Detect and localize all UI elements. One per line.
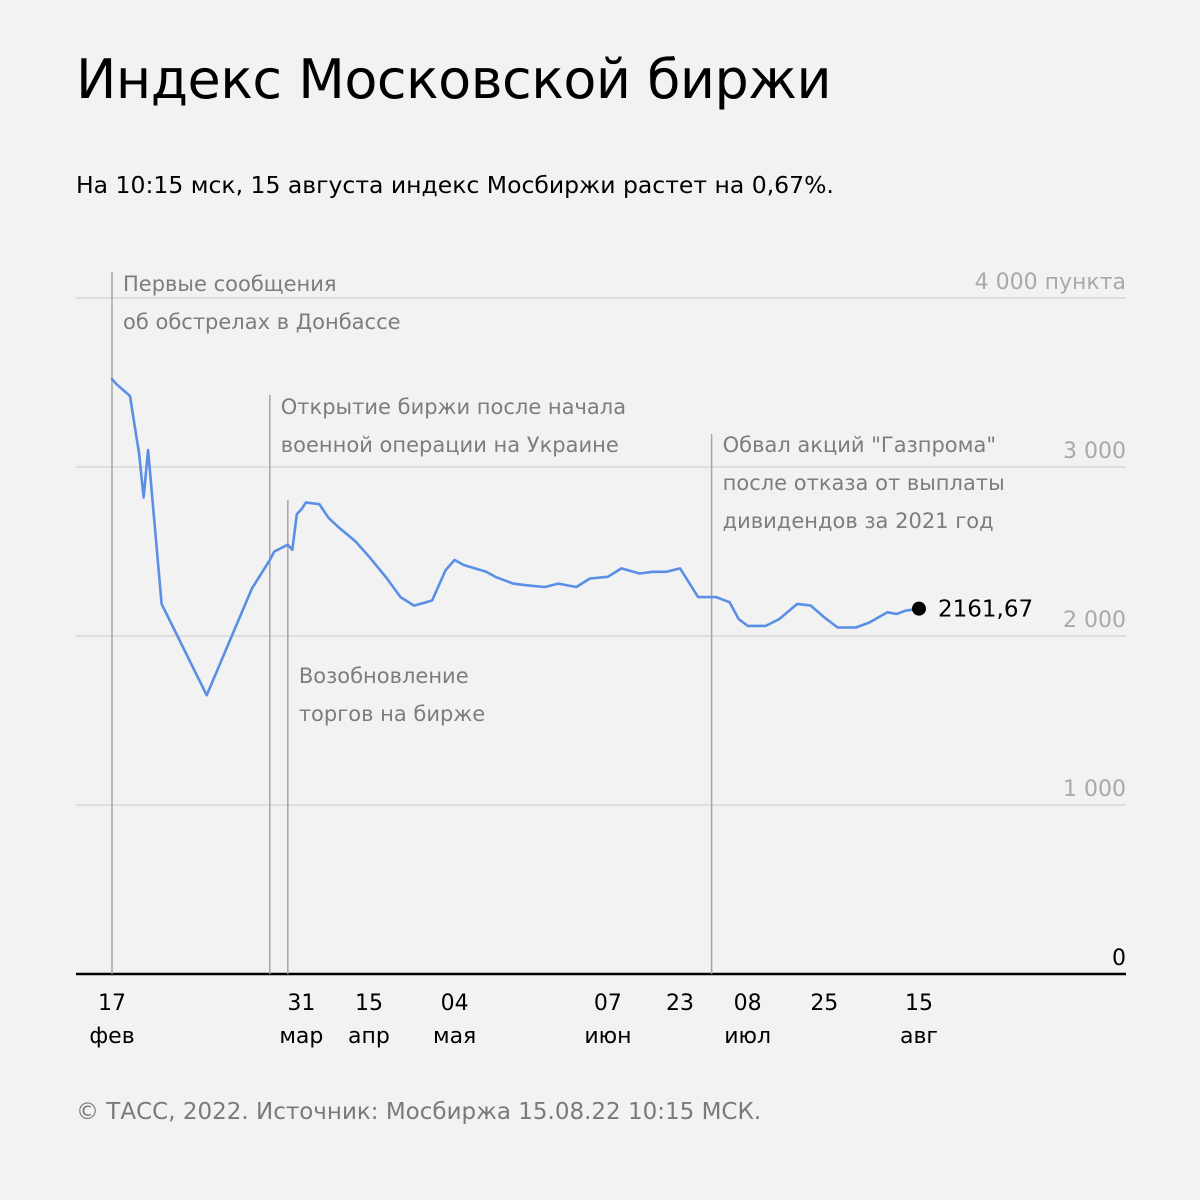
y-tick-label: 4 000 пункта <box>975 270 1126 295</box>
y-tick-label: 3 000 <box>1063 439 1126 464</box>
chart-subtitle: На 10:15 мск, 15 августа индекс Мосбиржи… <box>76 171 834 199</box>
x-tick-month-label: мая <box>433 1024 476 1049</box>
event-annotations: Первые сообщения об обстрелах в Донбассе О… <box>123 272 1005 726</box>
event-annotation-text: об обстрелах в Донбассе <box>123 310 401 334</box>
event-markers <box>111 272 713 974</box>
x-tick-day-label: 15 <box>355 991 383 1016</box>
event-annotation-text: Открытие биржи после начала <box>281 395 626 419</box>
x-tick-month-label: мар <box>279 1024 323 1049</box>
y-tick-label: 1 000 <box>1063 777 1126 802</box>
event-annotation-text: Возобновление <box>299 664 469 688</box>
event-annotation-text: Обвал акций "Газпрома" <box>723 433 996 457</box>
last-value-dot <box>912 601 926 616</box>
event-annotation-text: после отказа от выплаты <box>723 471 1005 495</box>
x-tick-month-label: июн <box>584 1024 631 1049</box>
y-tick-label: 2 000 <box>1063 608 1126 633</box>
series: 2161,67 <box>110 377 1033 697</box>
y-tick-label: 0 <box>1112 946 1126 971</box>
source-note: © ТАСС, 2022. Источник: Мосбиржа 15.08.2… <box>76 1099 762 1125</box>
x-tick-month-label: фев <box>89 1024 134 1049</box>
x-tick-day-label: 07 <box>594 991 622 1016</box>
x-tick-day-label: 08 <box>734 991 762 1016</box>
series-line-moex-index <box>110 377 921 697</box>
x-tick-day-label: 04 <box>441 991 469 1016</box>
last-value-label: 2161,67 <box>938 597 1033 623</box>
event-annotation-text: Первые сообщения <box>123 272 337 296</box>
event-annotation-text: торгов на бирже <box>299 702 485 726</box>
x-tick-day-label: 17 <box>98 991 126 1016</box>
event-annotation-text: дивидендов за 2021 год <box>723 509 994 533</box>
event-annotation-text: военной операции на Украине <box>281 433 619 457</box>
chart-title: Индекс Московской биржи <box>76 48 832 111</box>
y-axis-ticks: 4 000 пункта 3 000 2 000 1 000 0 <box>975 270 1126 971</box>
x-tick-day-label: 15 <box>905 991 933 1016</box>
x-tick-month-label: апр <box>348 1024 390 1049</box>
x-axis-ticks: 17 фев 31 мар 15 апр 04 мая 07 июн 23 08 июл 25 15 авг <box>89 991 938 1049</box>
x-tick-day-label: 23 <box>666 991 694 1016</box>
x-tick-month-label: июл <box>724 1024 771 1049</box>
index-line-chart: 4 000 пункта 3 000 2 000 1 000 0 2161,67 Пер… <box>76 270 1126 1049</box>
x-tick-day-label: 31 <box>287 991 315 1016</box>
x-tick-day-label: 25 <box>810 991 838 1016</box>
gridlines <box>76 297 1126 976</box>
x-tick-month-label: авг <box>900 1024 938 1049</box>
